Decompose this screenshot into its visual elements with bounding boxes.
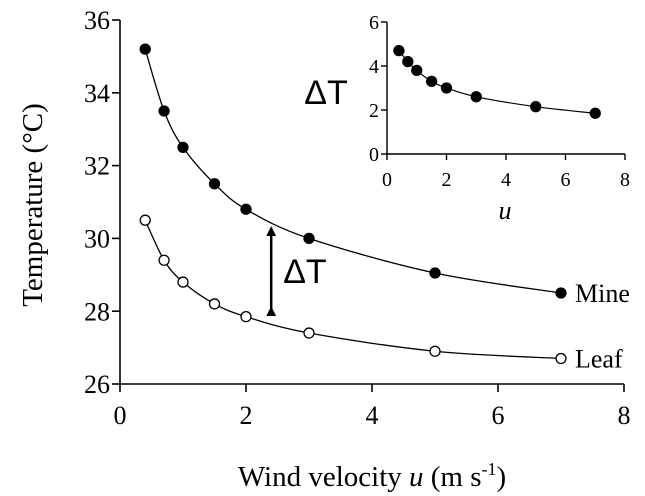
main-y-tick-label: 28 <box>84 297 110 326</box>
main-leaf-point <box>303 327 315 339</box>
inset-y-tick-label: 2 <box>369 100 379 122</box>
inset-series-0-point <box>440 82 453 94</box>
main-x-tick-label: 0 <box>114 401 127 430</box>
inset-x-tick-label: 8 <box>620 169 630 191</box>
y-axis-label: Temperature (°C) <box>17 103 49 307</box>
main-mine-point <box>177 141 189 154</box>
inset-chart: 0 2 4 6 8 0 2 4 6 ΔT u <box>304 12 630 225</box>
main-mine-point <box>303 232 315 245</box>
main-leaf-point <box>177 276 189 288</box>
inset-y-tick-label: 6 <box>369 12 379 34</box>
main-mine-point <box>208 178 221 190</box>
inset-x-axis-label: u <box>499 196 512 225</box>
inset-x-ticks: 0 2 4 6 8 <box>382 154 630 191</box>
main-x-tick-label: 8 <box>618 401 631 430</box>
inset-series-0-point <box>530 101 542 113</box>
delta-t-annotation: ΔT <box>266 226 327 317</box>
inset-y-tick-label: 4 <box>369 56 379 78</box>
main-series: Mine Leaf <box>139 43 630 374</box>
x-axis-label-unit: (m s <box>424 461 482 493</box>
main-x-ticks: 0 2 4 6 8 <box>114 384 631 430</box>
main-leaf-point <box>139 214 151 226</box>
x-axis-label-var: u <box>409 461 424 493</box>
inset-x-tick-label: 0 <box>382 169 392 191</box>
series-label-leaf: Leaf <box>575 345 623 374</box>
inset-series-0-point <box>393 44 405 57</box>
x-axis-label: Wind velocity u (m s-1) <box>238 459 506 493</box>
main-leaf-point <box>208 298 221 310</box>
main-mine-point <box>555 287 567 299</box>
main-mine-point <box>158 105 170 117</box>
inset-series <box>393 44 601 119</box>
inset-x-tick-label: 2 <box>442 169 452 191</box>
inset-x-tick-label: 4 <box>501 169 511 191</box>
main-y-tick-label: 34 <box>84 79 110 108</box>
x-axis-label-close: ) <box>497 461 507 493</box>
x-axis-label-main: Wind velocity <box>238 461 409 493</box>
inset-x-tick-label: 6 <box>561 169 571 191</box>
inset-series-0-point <box>470 91 482 103</box>
inset-series-0-point <box>589 107 601 119</box>
main-y-tick-label: 32 <box>84 152 110 181</box>
series-label-mine: Mine <box>575 279 630 308</box>
main-mine-line <box>144 48 562 294</box>
main-leaf-point <box>158 254 170 266</box>
inset-series-0-point <box>411 64 423 77</box>
inset-series-0-point <box>425 75 438 88</box>
main-x-tick-label: 2 <box>240 401 253 430</box>
inset-y-axis-label: ΔT <box>304 74 347 112</box>
inset-y-ticks: 0 2 4 6 <box>369 12 387 166</box>
inset-series-0-point <box>402 55 414 68</box>
main-y-tick-label: 26 <box>84 370 110 399</box>
main-y-tick-label: 30 <box>84 225 110 254</box>
main-x-tick-label: 6 <box>492 401 505 430</box>
delta-t-label: ΔT <box>283 253 326 291</box>
main-mine-point <box>429 267 441 279</box>
x-axis-label-sup: -1 <box>482 459 497 479</box>
main-mine-point <box>139 43 151 55</box>
main-mine-point <box>240 203 252 215</box>
main-y-tick-label: 36 <box>84 6 110 35</box>
main-y-ticks: 26 28 30 32 34 36 <box>84 6 120 399</box>
main-leaf-line <box>144 219 562 360</box>
main-leaf-point <box>429 345 441 357</box>
inset-y-tick-label: 0 <box>369 144 379 166</box>
main-leaf-point <box>240 311 252 323</box>
main-x-tick-label: 4 <box>366 401 379 430</box>
main-leaf-point <box>555 352 567 365</box>
